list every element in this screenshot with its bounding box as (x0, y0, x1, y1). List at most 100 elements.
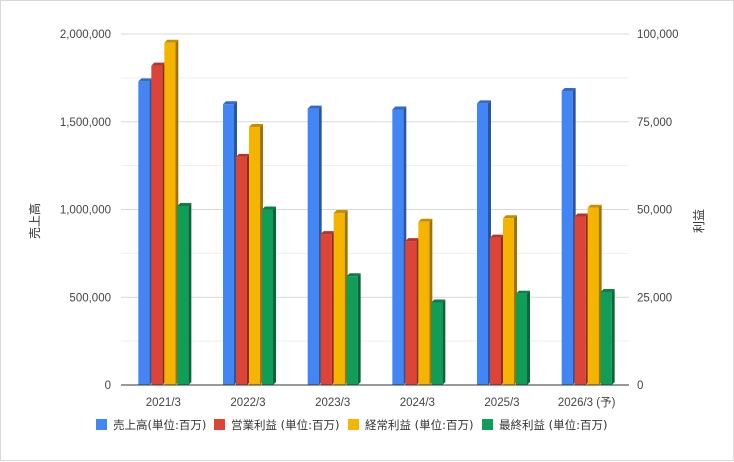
bar-2-1 (151, 62, 166, 386)
bar-face (418, 221, 430, 385)
bar-1-1 (138, 78, 153, 385)
bar-face (574, 216, 586, 385)
bar-top (516, 290, 530, 294)
bar-1-6 (561, 88, 576, 385)
right-axis-title: 利益 (692, 209, 706, 233)
bar-top (346, 273, 361, 277)
bar-top (477, 100, 491, 104)
bar-side (357, 273, 361, 385)
legend-item: 営業利益 (単位:百万) (214, 418, 340, 432)
bar-side (442, 299, 446, 385)
bar-face (431, 302, 443, 385)
legend-swatch (96, 419, 107, 430)
bar-face (477, 103, 488, 385)
legend-item: 最終利益 (単位:百万) (482, 418, 608, 432)
bar-4-1 (177, 202, 192, 385)
x-axis-ticks: 2021/3 2022/3 2023/3 2024/3 2025/3 2026/3 (予) (146, 396, 616, 409)
bar-1-5 (477, 100, 491, 385)
bar-top (262, 206, 276, 210)
left-tick-label: 2,000,000 (60, 29, 111, 41)
bar-face (561, 91, 573, 385)
bar-1-3 (307, 105, 322, 386)
bar-top (503, 215, 517, 219)
bar-face (138, 81, 150, 385)
bar-face (516, 293, 527, 385)
bar-2-4 (405, 238, 420, 385)
legend-swatch (348, 419, 359, 430)
bar-top (561, 88, 576, 92)
bar-3-6 (587, 204, 602, 385)
bar-side (527, 290, 530, 385)
left-axis-ticks: 0 500,000 1,000,000 1,500,000 2,000,000 (60, 29, 111, 392)
x-tick-label: 2021/3 (146, 397, 181, 409)
bar-4-2 (262, 206, 276, 385)
bar-top (431, 299, 446, 303)
bar-4-5 (516, 290, 530, 385)
bar-face (151, 65, 163, 385)
bar-top (405, 238, 420, 242)
right-tick-label: 0 (637, 380, 643, 392)
bar-3-4 (418, 218, 433, 385)
bar-face (223, 104, 234, 385)
bar-2-3 (320, 231, 335, 385)
legend-item: 経常利益 (単位:百万) (348, 418, 474, 432)
gridlines (121, 33, 629, 386)
x-tick-label: 2022/3 (230, 397, 265, 409)
right-axis-ticks: 0 25,000 50,000 75,000 100,000 (637, 29, 679, 392)
bar-side (188, 202, 192, 385)
bar-face (262, 209, 273, 385)
bar-face (503, 218, 514, 385)
legend-label: 営業利益 (単位:百万) (231, 418, 340, 432)
bar-top (151, 62, 166, 66)
bar-2-2 (236, 153, 250, 385)
bar-face (600, 291, 612, 385)
right-tick-label: 75,000 (637, 117, 672, 129)
legend-label: 売上高(単位:百万) (113, 418, 206, 432)
bar-face (490, 237, 501, 385)
bar-top (392, 106, 407, 110)
legend-item: 売上高(単位:百万) (96, 418, 206, 432)
left-tick-label: 1,000,000 (60, 205, 111, 217)
bars (121, 39, 629, 386)
bar-4-4 (431, 299, 446, 385)
bar-top (307, 105, 322, 109)
bar-top (223, 101, 237, 105)
bar-face (249, 127, 260, 385)
bar-face (333, 213, 345, 385)
legend-swatch (214, 419, 225, 430)
x-tick-label: 2024/3 (400, 397, 435, 409)
bar-top (600, 288, 615, 292)
left-tick-label: 0 (105, 380, 111, 392)
bar-side (273, 206, 276, 385)
bar-top (320, 231, 335, 235)
bar-top (574, 213, 589, 217)
bar-4-6 (600, 288, 615, 385)
bar-face (405, 241, 417, 385)
right-tick-label: 50,000 (637, 205, 672, 217)
left-tick-label: 500,000 (69, 292, 111, 304)
legend-label: 経常利益 (単位:百万) (365, 418, 474, 432)
bar-top (236, 153, 250, 157)
bar-face (307, 108, 319, 386)
bar-2-5 (490, 234, 504, 385)
legend: 売上高(単位:百万) 営業利益 (単位:百万) 経常利益 (単位:百万) 最終利益 (… (96, 418, 608, 432)
bar-4-3 (346, 273, 361, 385)
legend-swatch (482, 419, 493, 430)
bar-face (236, 156, 247, 385)
bar-3-2 (249, 124, 263, 385)
bar-face (177, 205, 189, 385)
bar-face (587, 207, 599, 385)
bar-1-2 (223, 101, 237, 385)
x-tick-label: 2025/3 (484, 397, 519, 409)
bar-top (418, 218, 433, 222)
bar-face (392, 109, 404, 385)
bar-1-4 (392, 106, 407, 385)
bar-face (346, 276, 358, 385)
right-tick-label: 25,000 (637, 292, 672, 304)
bar-top (333, 210, 348, 214)
bar-face (320, 234, 332, 385)
legend-label: 最終利益 (単位:百万) (499, 418, 608, 432)
left-axis-title: 売上高 (27, 203, 42, 239)
left-tick-label: 1,500,000 (60, 117, 111, 129)
